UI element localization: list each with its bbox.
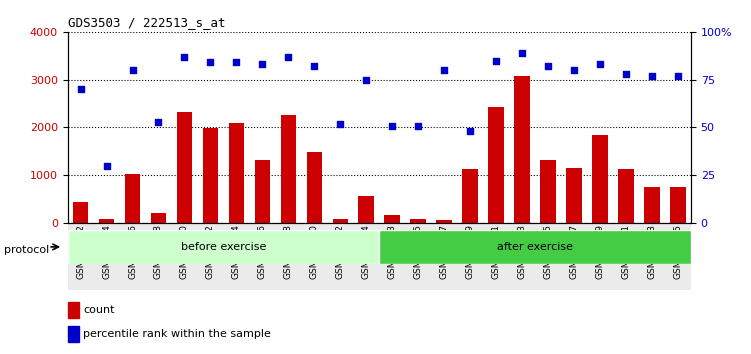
Point [568,67,580,73]
Point [256,62,268,67]
Bar [68,230,379,264]
Bar [406,223,431,290]
Bar [276,223,301,290]
Point [464,129,476,134]
Bar [644,187,659,223]
Point [126,67,138,73]
Bar [306,152,322,223]
Bar [68,302,79,318]
Bar [587,223,613,290]
Point [412,123,424,129]
Text: before exercise: before exercise [181,242,266,252]
Bar [301,223,327,290]
Point [179,54,191,59]
Bar [176,112,192,223]
Bar [436,220,452,223]
Bar [255,160,270,223]
Bar [613,223,639,290]
Bar [561,223,587,290]
Bar [618,170,634,223]
Text: percentile rank within the sample: percentile rank within the sample [83,329,271,339]
Bar [146,223,171,290]
Bar [327,223,353,290]
Point [438,67,450,73]
Bar [358,196,374,223]
Bar [94,223,119,290]
Bar [68,326,79,342]
Bar [593,135,608,223]
Bar [353,223,379,290]
Bar [203,129,219,223]
Text: count: count [83,305,115,315]
Point [204,59,216,65]
Bar [379,223,406,290]
Bar [224,223,249,290]
Point [672,73,684,79]
Bar [119,223,146,290]
Bar [514,76,530,223]
Bar [535,223,561,290]
Bar [488,107,504,223]
Bar [333,219,348,223]
Point [516,50,528,56]
Text: protocol: protocol [4,245,49,255]
Bar [509,223,535,290]
Bar [228,123,244,223]
Bar [249,223,276,290]
Bar [483,223,509,290]
Bar [385,215,400,223]
Point [152,119,164,125]
Bar [171,223,198,290]
Point [386,123,398,129]
Bar [457,223,483,290]
Point [360,77,372,82]
Bar [125,174,140,223]
Text: after exercise: after exercise [497,242,573,252]
Bar [73,201,89,223]
Point [74,86,86,92]
Bar [281,115,296,223]
Point [101,163,113,169]
Bar [68,223,94,290]
Point [282,54,294,59]
Point [594,62,606,67]
Bar [463,169,478,223]
Bar [540,160,556,223]
Point [620,71,632,77]
Point [334,121,346,126]
Bar [670,187,686,223]
Point [490,58,502,63]
Point [231,59,243,65]
Point [542,63,554,69]
Bar [431,223,457,290]
Bar [665,223,691,290]
Bar [99,219,114,223]
Point [646,73,658,79]
Text: GDS3503 / 222513_s_at: GDS3503 / 222513_s_at [68,16,225,29]
Bar [410,219,426,223]
Bar [151,213,166,223]
Bar [566,168,582,223]
Bar [639,223,665,290]
Point [309,63,321,69]
Bar [198,223,224,290]
Bar [379,230,691,264]
